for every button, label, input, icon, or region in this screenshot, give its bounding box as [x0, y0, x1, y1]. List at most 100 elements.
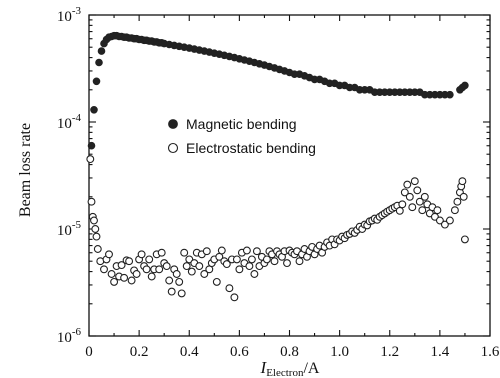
electrostatic-bending-point	[410, 177, 419, 186]
x-tick-label: 0	[85, 344, 93, 360]
x-tick-label: 1.4	[431, 344, 450, 360]
electrostatic-bending-point	[200, 270, 209, 278]
electrostatic-bending-point	[440, 220, 449, 229]
x-tick-label: 1.6	[481, 344, 500, 360]
electrostatic-bending-point	[202, 247, 211, 256]
legend-marker-electrostatic	[167, 142, 179, 154]
electrostatic-bending-point	[137, 250, 146, 259]
electrostatic-bending-point	[172, 270, 181, 278]
electrostatic-bending-point	[450, 206, 459, 215]
electrostatic-bending-point	[262, 255, 271, 264]
electrostatic-bending-point	[175, 277, 184, 286]
legend-marker-magnetic	[168, 119, 178, 129]
electrostatic-bending-point	[415, 197, 424, 206]
electrostatic-bending-point	[217, 246, 226, 255]
electrostatic-bending-point	[100, 265, 108, 274]
electrostatic-bending-point	[110, 277, 119, 286]
electrostatic-bending-point	[433, 206, 442, 215]
electrostatic-bending-point	[395, 206, 404, 215]
x-axis-label: IElectron/A	[260, 358, 320, 378]
electrostatic-bending-point	[405, 192, 414, 201]
electrostatic-bending-point	[247, 255, 256, 264]
plot-frame	[88, 14, 491, 337]
electrostatic-bending-point	[458, 177, 467, 186]
y-tick-label: 10-4	[57, 112, 82, 132]
x-tick-label: 1.2	[380, 344, 399, 360]
electrostatic-bending-point	[222, 260, 231, 269]
electrostatic-bending-point	[155, 265, 164, 274]
electrostatic-bending-point	[283, 259, 291, 268]
x-axis-label-symbol: I	[260, 358, 268, 377]
electrostatic-bending-point	[459, 192, 468, 201]
plot-area-border	[88, 14, 491, 337]
magnetic-bending-point	[97, 47, 106, 55]
electrostatic-bending-point	[250, 270, 259, 278]
electrostatic-bending-point	[225, 284, 234, 293]
y-tick-label: 10-5	[57, 219, 82, 239]
electrostatic-bending-point	[91, 225, 100, 233]
electrostatic-bending-point	[212, 277, 221, 286]
electrostatic-bending-point	[87, 197, 96, 206]
electrostatic-bending-point	[117, 261, 126, 270]
electrostatic-bending-point	[142, 265, 151, 274]
y-axis-ticks: 10-3 10-4 10-5 10-6	[57, 5, 490, 346]
electrostatic-bending-point	[413, 186, 422, 195]
magnetic-bending-point	[461, 81, 469, 90]
electrostatic-bending-point	[460, 235, 469, 244]
legend: Magnetic bending Electrostatic bending	[167, 116, 316, 156]
series-electrostatic-bending	[86, 155, 469, 302]
electrostatic-bending-point	[105, 250, 113, 259]
magnetic-bending-point	[95, 58, 103, 67]
electrostatic-bending-point	[408, 203, 417, 212]
electrostatic-bending-point	[90, 216, 98, 225]
electrostatic-bending-point	[127, 276, 136, 285]
electrostatic-bending-point	[93, 245, 102, 253]
x-tick-label: 0.6	[230, 344, 249, 360]
electrostatic-bending-point	[132, 270, 141, 278]
series-magnetic-bending	[87, 31, 469, 150]
electrostatic-bending-point	[453, 197, 462, 206]
electrostatic-bending-point	[270, 257, 279, 266]
electrostatic-bending-point	[235, 265, 244, 274]
electrostatic-bending-point	[107, 270, 116, 278]
electrostatic-bending-point	[420, 192, 429, 201]
electrostatic-bending-point	[86, 155, 95, 164]
electrostatic-bending-point	[232, 255, 241, 264]
electrostatic-bending-point	[125, 257, 134, 266]
electrostatic-bending-point	[403, 180, 412, 189]
magnetic-bending-point	[446, 90, 454, 99]
electrostatic-bending-point	[180, 248, 189, 257]
electrostatic-bending-point	[435, 216, 444, 225]
legend-label-electrostatic: Electrostatic bending	[186, 140, 316, 156]
electrostatic-bending-point	[230, 293, 239, 302]
electrostatic-bending-point	[295, 257, 304, 266]
x-axis-ticks: 0 0.2 0.4 0.6 0.8 1.0 1.2 1.4 1.6	[85, 15, 500, 360]
electrostatic-bending-point	[182, 262, 191, 271]
y-axis-label: Beam loss rate	[17, 123, 34, 217]
electrostatic-bending-point	[157, 248, 166, 257]
electrostatic-bending-point	[245, 262, 254, 271]
electrostatic-bending-point	[242, 246, 251, 255]
y-tick-label: 10-6	[57, 326, 82, 346]
x-tick-label: 0.8	[280, 344, 299, 360]
electrostatic-bending-point	[177, 289, 186, 298]
y-tick-label: 10-3	[57, 5, 82, 25]
electrostatic-bending-point	[145, 255, 154, 264]
electrostatic-bending-point	[147, 272, 156, 281]
electrostatic-bending-point	[398, 200, 407, 209]
electrostatic-bending-point	[400, 188, 409, 197]
x-tick-label: 0.2	[130, 344, 149, 360]
x-tick-label: 0.4	[180, 344, 199, 360]
electrostatic-bending-point	[162, 262, 171, 271]
electrostatic-bending-point	[252, 247, 261, 256]
electrostatic-bending-point	[165, 276, 174, 285]
x-tick-label: 1.0	[330, 344, 349, 360]
magnetic-bending-point	[92, 77, 101, 86]
x-axis-label-subscript: Electron	[266, 367, 304, 378]
electrostatic-bending-point	[92, 232, 101, 241]
electrostatic-bending-point	[120, 273, 129, 282]
magnetic-bending-point	[87, 141, 96, 150]
legend-label-magnetic: Magnetic bending	[186, 116, 297, 132]
electrostatic-bending-point	[187, 267, 196, 276]
